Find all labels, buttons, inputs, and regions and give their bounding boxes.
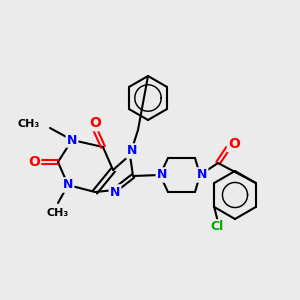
Text: N: N [197, 169, 207, 182]
Text: O: O [28, 155, 40, 169]
Text: N: N [110, 185, 120, 199]
Text: N: N [157, 169, 167, 182]
Text: N: N [67, 134, 77, 146]
Text: CH₃: CH₃ [47, 208, 69, 218]
Text: CH₃: CH₃ [18, 119, 40, 129]
Text: O: O [89, 116, 101, 130]
Text: O: O [228, 137, 240, 151]
Text: N: N [127, 145, 137, 158]
Text: N: N [63, 178, 73, 191]
Text: Cl: Cl [211, 220, 224, 233]
